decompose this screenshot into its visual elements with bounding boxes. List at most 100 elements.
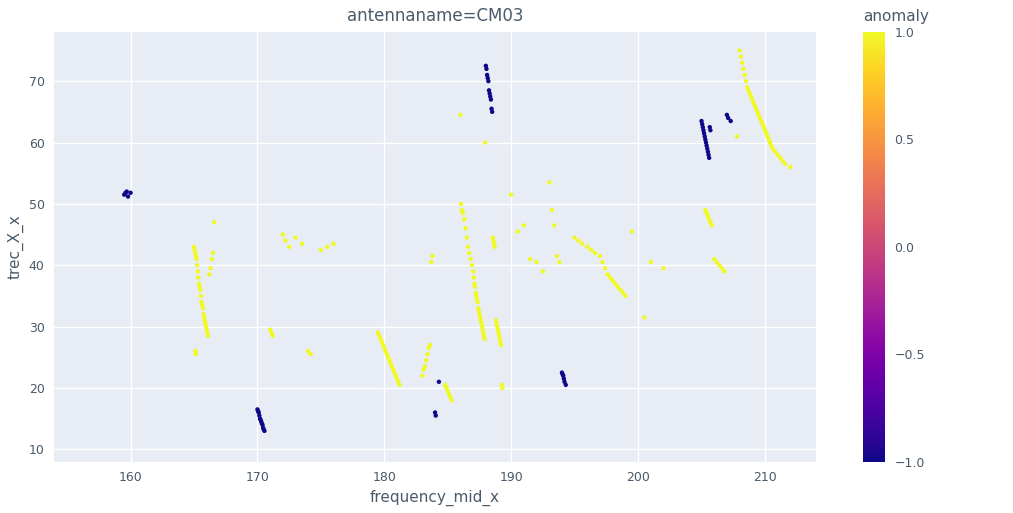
Point — [466, 273, 482, 282]
Point — [544, 206, 560, 214]
Point — [119, 187, 135, 195]
Point — [255, 426, 271, 434]
Point — [485, 236, 501, 245]
Point — [722, 117, 738, 125]
Point — [602, 273, 618, 282]
Point — [476, 332, 492, 340]
Point — [440, 387, 456, 395]
Point — [380, 353, 396, 361]
Point — [376, 344, 392, 352]
Point — [600, 270, 616, 279]
Point — [249, 405, 265, 413]
Point — [186, 243, 203, 251]
Point — [484, 233, 500, 242]
Point — [471, 310, 487, 319]
Point — [732, 52, 749, 61]
Point — [624, 227, 640, 235]
Point — [719, 111, 735, 119]
Point — [200, 332, 216, 340]
Point — [370, 329, 386, 337]
Y-axis label: trec_X_x: trec_X_x — [7, 214, 23, 279]
Point — [516, 221, 532, 229]
Point — [494, 384, 511, 392]
Point — [772, 154, 788, 162]
Point — [426, 408, 443, 417]
Point — [453, 111, 469, 119]
Point — [389, 374, 405, 383]
Point — [556, 374, 572, 383]
Point — [197, 317, 213, 325]
Point — [189, 261, 206, 269]
Point — [391, 381, 407, 389]
Point — [753, 117, 769, 125]
Point — [415, 365, 432, 373]
Point — [194, 304, 211, 312]
Point — [735, 65, 752, 73]
Point — [741, 86, 757, 94]
Point — [595, 258, 611, 266]
Point — [698, 139, 714, 147]
Point — [453, 200, 469, 208]
Point — [294, 240, 310, 248]
Point — [252, 415, 268, 423]
Point — [300, 347, 316, 355]
Point — [256, 427, 272, 435]
Point — [709, 258, 725, 266]
Point — [123, 189, 139, 197]
Point — [782, 163, 798, 171]
Point — [254, 421, 270, 429]
Point — [556, 378, 572, 386]
Point — [488, 320, 504, 328]
Point — [275, 230, 291, 239]
Point — [729, 132, 746, 141]
Point — [655, 264, 672, 272]
Point — [558, 381, 574, 389]
Point — [696, 129, 712, 137]
Point — [191, 280, 208, 288]
Point — [535, 267, 551, 275]
Point — [469, 298, 485, 306]
Point — [750, 108, 766, 116]
Point — [566, 233, 582, 242]
Point — [731, 46, 748, 54]
Point — [762, 139, 778, 147]
Point — [424, 252, 441, 260]
Point — [491, 332, 508, 340]
Point — [479, 71, 495, 79]
Point — [470, 304, 486, 312]
Point — [484, 108, 500, 116]
Point — [488, 317, 504, 325]
Point — [461, 249, 477, 257]
Point — [522, 255, 538, 263]
Point — [187, 350, 204, 358]
Point — [375, 341, 391, 349]
Point — [770, 151, 786, 159]
Point — [459, 233, 475, 242]
Point — [694, 117, 710, 125]
Point — [756, 123, 772, 131]
Point — [752, 114, 768, 122]
Point — [480, 77, 496, 85]
Point — [612, 286, 628, 294]
Point — [546, 221, 562, 229]
Point — [464, 261, 480, 269]
Point — [554, 368, 570, 377]
Point — [491, 335, 508, 343]
Point — [477, 139, 493, 147]
Point — [196, 310, 212, 319]
Point — [458, 224, 474, 232]
Point — [711, 261, 727, 269]
Point — [313, 246, 329, 254]
Point — [381, 356, 397, 364]
Point — [529, 258, 545, 266]
Point — [748, 105, 764, 113]
Point — [610, 283, 626, 291]
Point — [120, 192, 136, 201]
Point — [198, 323, 214, 331]
Point — [202, 270, 218, 279]
Point — [281, 243, 297, 251]
Point — [443, 393, 459, 401]
Point — [474, 323, 490, 331]
Point — [702, 218, 718, 226]
Point — [203, 264, 219, 272]
